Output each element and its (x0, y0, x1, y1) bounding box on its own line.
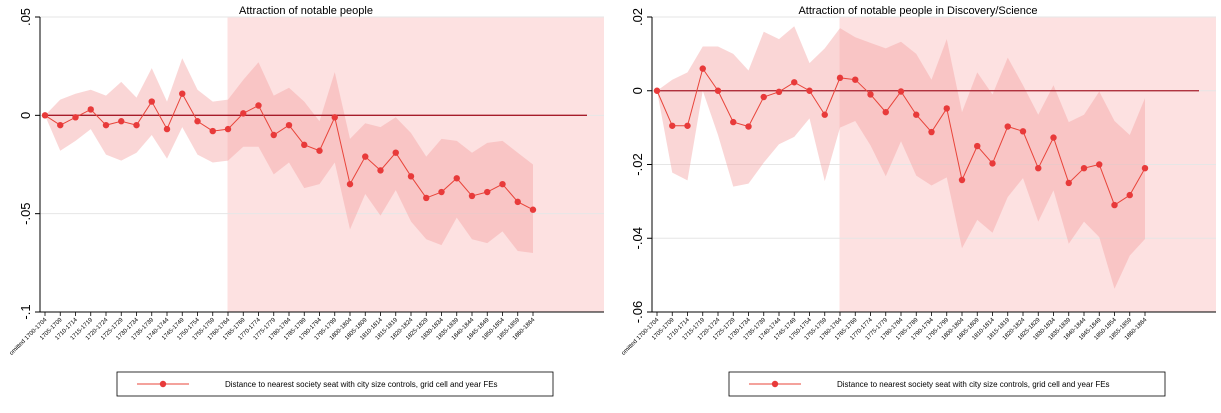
chart-title: Attraction of notable people (239, 5, 373, 17)
data-point (453, 175, 460, 182)
data-point (821, 111, 828, 118)
data-point (163, 125, 171, 133)
data-point (1141, 164, 1149, 172)
data-point (958, 176, 966, 184)
data-point (133, 121, 140, 129)
data-point (684, 122, 691, 129)
y-tick-label: -.1 (18, 304, 33, 319)
data-point (867, 91, 874, 98)
data-point (1019, 128, 1027, 135)
data-point (514, 198, 521, 206)
data-point (791, 79, 798, 86)
y-tick-label: .05 (18, 8, 33, 26)
legend-marker (771, 380, 779, 388)
legend-label: Distance to nearest society seat with ci… (225, 380, 498, 389)
data-point (102, 121, 110, 129)
data-point (775, 88, 783, 96)
data-point (1065, 179, 1072, 187)
data-point (285, 121, 293, 129)
data-point (1035, 164, 1042, 172)
data-point (529, 206, 537, 213)
data-point (423, 194, 430, 202)
data-point (928, 128, 935, 136)
y-tick-label: -.05 (18, 202, 33, 224)
y-tick-label: -.06 (630, 301, 645, 323)
data-point (1111, 201, 1118, 209)
legend-marker (159, 380, 167, 388)
data-point (1050, 134, 1057, 141)
data-point (438, 188, 445, 196)
data-point (974, 142, 981, 150)
data-point (57, 121, 64, 129)
y-tick-label: .02 (630, 8, 645, 26)
data-point (882, 108, 889, 116)
y-tick-label: -.02 (630, 153, 645, 175)
data-point (331, 114, 338, 121)
data-point (362, 153, 369, 160)
data-point (730, 118, 737, 126)
data-point (194, 118, 201, 125)
chart-left: Attraction of notable people-.1-.050.05o… (9, 5, 604, 397)
data-point (943, 105, 950, 112)
data-point (836, 74, 844, 82)
data-point (669, 122, 676, 129)
data-point (346, 180, 354, 188)
data-point (1080, 164, 1088, 172)
legend-box (116, 371, 554, 397)
legend-box (728, 371, 1166, 397)
data-point (72, 114, 79, 121)
data-point (1126, 191, 1133, 199)
data-point (240, 110, 247, 117)
data-point (699, 65, 706, 72)
data-point (316, 147, 323, 154)
data-point (484, 188, 491, 196)
data-point (468, 192, 476, 200)
data-point (1096, 161, 1103, 168)
data-point (270, 131, 277, 139)
chart-panel-left: Attraction of notable people -.1 -.05 0.05 o… (0, 0, 606, 413)
y-tick-label: 0 (630, 87, 645, 94)
data-point (499, 180, 506, 188)
shaded-region (227, 17, 604, 312)
data-point (760, 93, 767, 101)
data-point (255, 102, 262, 109)
chart-title: Attraction of notable people in Discover… (798, 5, 1037, 17)
data-point (897, 88, 905, 95)
data-point (653, 87, 661, 94)
data-point (41, 112, 49, 119)
confidence-band (45, 58, 533, 253)
data-point (301, 141, 308, 149)
data-point (1004, 123, 1011, 130)
chart-right: Attraction of notable people in Discover… (621, 5, 1216, 397)
data-point (392, 149, 399, 156)
data-point (148, 98, 155, 105)
data-point (913, 111, 920, 118)
data-point (852, 76, 859, 83)
data-point (745, 123, 752, 130)
data-point (118, 118, 125, 125)
data-point (806, 87, 813, 94)
data-point (714, 87, 722, 94)
data-point (87, 106, 94, 113)
y-tick-label: -.04 (630, 227, 645, 249)
legend-label: Distance to nearest society seat with ci… (837, 380, 1110, 389)
chart-panel-right: Attraction of notable people in Discover… (612, 0, 1218, 413)
data-point (209, 127, 216, 135)
data-point (224, 125, 232, 133)
y-tick-label: 0 (18, 112, 33, 119)
data-point (377, 167, 384, 174)
data-point (989, 160, 996, 167)
data-point (179, 90, 186, 97)
data-point (407, 173, 415, 180)
